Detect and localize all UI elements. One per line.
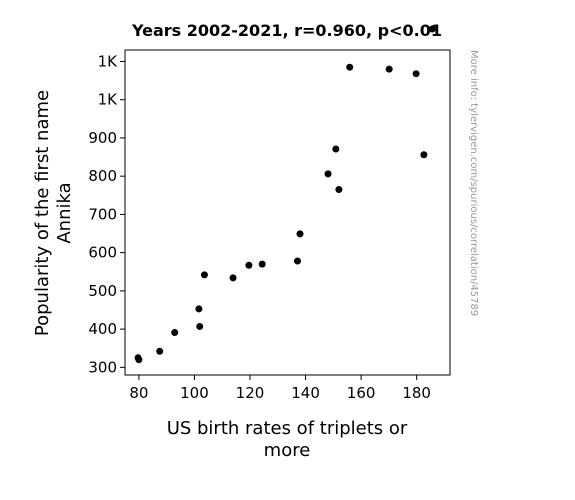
data-point bbox=[245, 261, 253, 269]
x-tick-label: 100 bbox=[180, 384, 209, 402]
y-axis-ticks: 300 400 500 600 700 800 900 1K 1K bbox=[88, 52, 125, 376]
data-point bbox=[156, 347, 164, 355]
y-tick-label: 900 bbox=[88, 129, 117, 147]
data-point bbox=[428, 25, 436, 33]
data-point bbox=[200, 271, 208, 279]
x-axis-label: US birth rates of triplets or more bbox=[167, 418, 408, 461]
y-tick-label: 300 bbox=[88, 358, 117, 376]
y-tick-label: 800 bbox=[88, 167, 117, 185]
data-point bbox=[324, 170, 332, 178]
y-axis-label-line-1: Popularity of the first name bbox=[32, 90, 53, 336]
x-tick-label: 160 bbox=[347, 384, 376, 402]
y-tick-label: 700 bbox=[88, 205, 117, 223]
chart-title: Years 2002-2021, r=0.960, p<0.01 bbox=[131, 21, 442, 40]
data-point bbox=[171, 329, 179, 337]
y-tick-label: 1K bbox=[98, 52, 119, 70]
y-axis-label-line-2: Annika bbox=[54, 182, 75, 243]
y-tick-label: 1K bbox=[98, 91, 119, 109]
plot-area-frame bbox=[124, 49, 451, 376]
y-tick-label: 500 bbox=[88, 282, 117, 300]
data-point bbox=[332, 145, 340, 153]
x-tick-label: 80 bbox=[129, 384, 148, 402]
data-point bbox=[294, 257, 301, 265]
data-point bbox=[335, 186, 343, 194]
x-tick-label: 180 bbox=[402, 384, 431, 402]
data-point bbox=[296, 230, 304, 238]
x-axis-ticks: 80 100 120 140 160 180 bbox=[129, 375, 431, 402]
data-point bbox=[135, 356, 143, 364]
x-axis-label-line-2: more bbox=[264, 440, 311, 461]
data-point bbox=[346, 63, 354, 71]
y-axis-label: Popularity of the first name Annika bbox=[32, 90, 75, 336]
data-point bbox=[195, 305, 203, 313]
data-point bbox=[196, 322, 204, 330]
y-tick-label: 600 bbox=[88, 244, 117, 262]
data-point bbox=[420, 151, 428, 159]
data-point bbox=[385, 65, 393, 73]
data-point bbox=[229, 274, 237, 282]
y-tick-label: 400 bbox=[88, 320, 117, 338]
data-point bbox=[258, 260, 266, 268]
x-tick-label: 120 bbox=[236, 384, 265, 402]
data-points bbox=[134, 25, 436, 364]
x-tick-label: 140 bbox=[291, 384, 320, 402]
x-axis-label-line-1: US birth rates of triplets or bbox=[167, 418, 408, 439]
data-point bbox=[412, 70, 420, 78]
source-watermark: More info: tylervigen.com/spurious/corre… bbox=[468, 50, 479, 316]
